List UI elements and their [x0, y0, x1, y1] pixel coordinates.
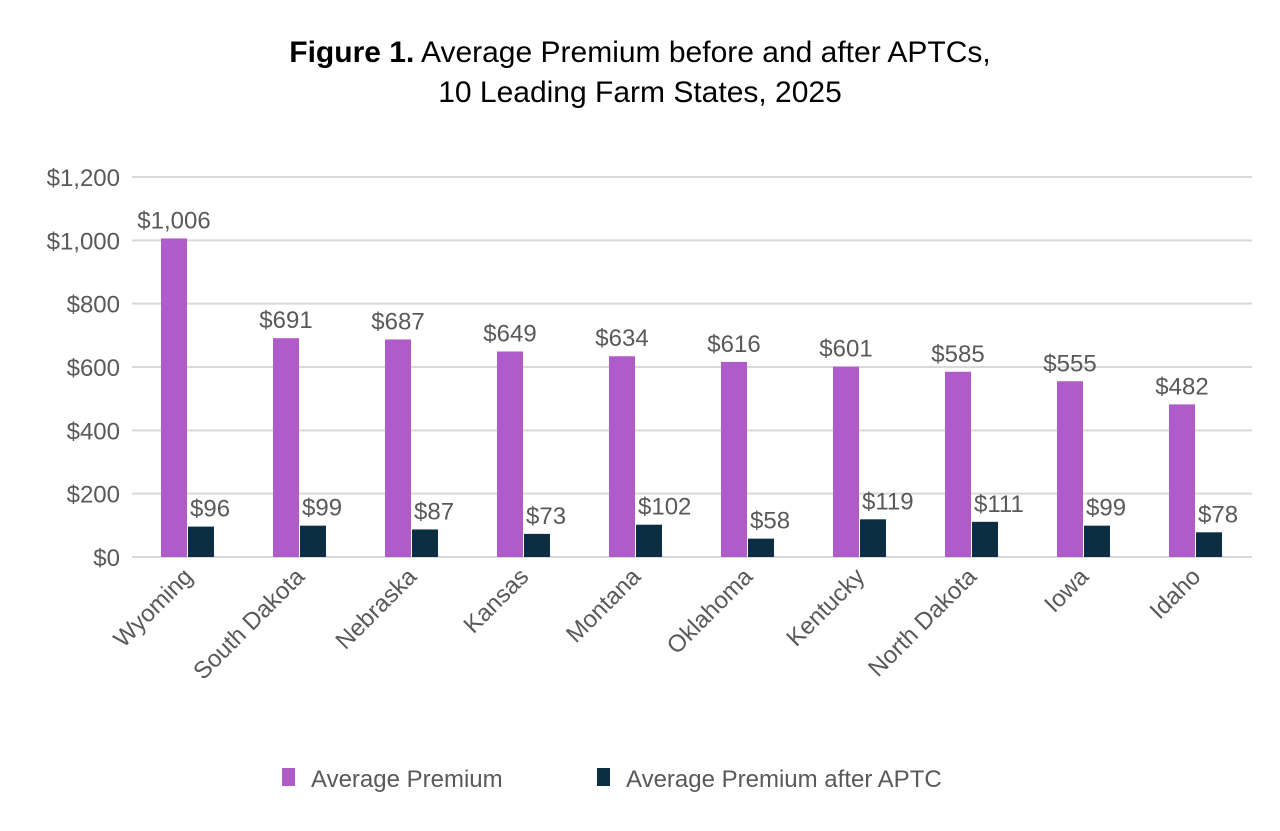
- legend-swatch: [282, 768, 295, 786]
- legend-label: Average Premium: [311, 766, 503, 793]
- bar-after-aptc: [1196, 532, 1222, 557]
- y-axis-ticks: $0 $200 $400 $600 $800 $1,000 $1,200: [47, 165, 120, 572]
- data-label: $119: [862, 488, 914, 515]
- x-category-label: Wyoming: [109, 563, 199, 653]
- data-label: $99: [302, 495, 342, 522]
- x-category-label: Kansas: [459, 563, 535, 639]
- bar-average-premium: [1169, 404, 1195, 557]
- data-label: $99: [1086, 495, 1126, 522]
- data-label: $616: [707, 331, 760, 358]
- x-category-label: South Dakota: [188, 563, 310, 685]
- data-label: $73: [526, 503, 566, 530]
- data-label: $87: [414, 498, 454, 525]
- legend-label: Average Premium after APTC: [626, 766, 942, 793]
- y-tick-label: $400: [67, 418, 120, 445]
- bar-average-premium: [497, 351, 523, 557]
- legend: Average Premium Average Premium after APT…: [282, 766, 942, 793]
- bar-after-aptc: [188, 526, 214, 557]
- data-label: $58: [750, 508, 790, 535]
- bar-average-premium: [273, 338, 299, 557]
- bar-average-premium: [609, 356, 635, 557]
- data-label: $691: [259, 307, 312, 334]
- y-tick-label: $800: [67, 292, 120, 319]
- data-label: $78: [1198, 501, 1238, 528]
- x-category-label: Oklahoma: [662, 563, 759, 660]
- x-category-label: Kentucky: [781, 563, 870, 652]
- bars: $1,006 $96 $691 $99 $687 $87 $649 $73 $634 $102 $6…: [137, 207, 1238, 557]
- figure-label: Figure 1.: [289, 36, 414, 69]
- data-label: $634: [595, 325, 648, 352]
- bar-after-aptc: [972, 521, 998, 557]
- bar-average-premium: [721, 361, 747, 557]
- gridlines: [132, 176, 1252, 558]
- bar-after-aptc: [300, 525, 326, 557]
- data-label: $1,006: [137, 207, 210, 234]
- bar-after-aptc: [412, 529, 438, 557]
- data-label: $482: [1155, 373, 1208, 400]
- data-label: $601: [819, 336, 872, 363]
- y-tick-label: $0: [93, 545, 120, 572]
- chart-title-line1: Figure 1. Average Premium before and aft…: [289, 36, 990, 69]
- data-label: $111: [974, 491, 1024, 518]
- y-tick-label: $600: [67, 355, 120, 382]
- data-label: $96: [190, 496, 230, 523]
- chart-title-line2: 10 Leading Farm States, 2025: [438, 76, 842, 109]
- data-label: $649: [483, 320, 536, 347]
- y-tick-label: $1,200: [47, 165, 120, 192]
- bar-after-aptc: [748, 538, 774, 557]
- bar-after-aptc: [860, 519, 886, 557]
- bar-after-aptc: [1084, 525, 1110, 557]
- bar-average-premium: [385, 339, 411, 557]
- x-category-label: Iowa: [1039, 563, 1094, 618]
- bar-average-premium: [833, 366, 859, 557]
- legend-swatch: [597, 768, 610, 786]
- x-category-label: Idaho: [1145, 563, 1207, 625]
- bar-average-premium: [945, 371, 971, 557]
- title-text: Average Premium before and after APTCs,: [421, 36, 991, 69]
- data-label: $555: [1043, 350, 1096, 377]
- x-category-label: Nebraska: [331, 563, 423, 655]
- bar-after-aptc: [636, 524, 662, 557]
- data-label: $585: [931, 341, 984, 368]
- bar-average-premium: [1057, 381, 1083, 557]
- y-tick-label: $1,000: [47, 228, 120, 255]
- bar-average-premium: [161, 238, 187, 557]
- y-tick-label: $200: [67, 482, 120, 509]
- data-label: $687: [371, 308, 424, 335]
- data-label: $102: [638, 494, 691, 521]
- x-category-label: Montana: [561, 563, 647, 649]
- bar-after-aptc: [524, 533, 550, 557]
- x-category-label: North Dakota: [863, 563, 983, 683]
